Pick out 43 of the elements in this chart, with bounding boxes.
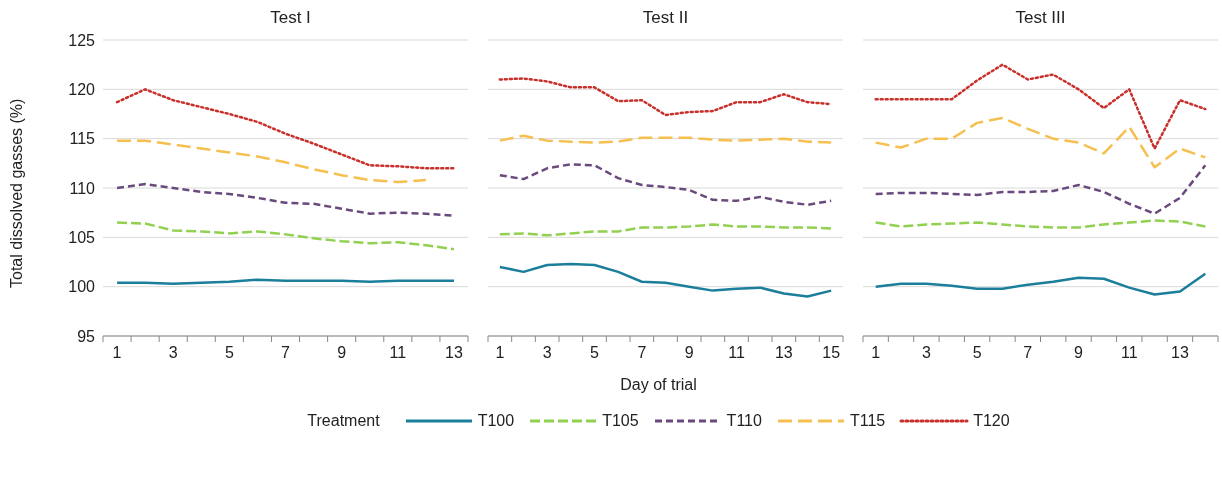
x-tick-label: 9	[684, 344, 694, 361]
legend-label: T115	[849, 412, 886, 430]
legend-label: T105	[602, 412, 639, 430]
x-tick-label: 11	[389, 344, 407, 361]
x-tick-label: 5	[972, 344, 982, 361]
x-tick-label: 1	[495, 344, 505, 361]
x-tick-label: 3	[542, 344, 552, 361]
x-tick-label: 11	[728, 344, 745, 361]
y-tick-label: 95	[77, 327, 96, 345]
line-series	[115, 221, 456, 251]
x-tick-label: 5	[590, 344, 600, 361]
x-tick-label: 1	[871, 344, 881, 361]
legend-label: T120	[973, 412, 1010, 430]
y-tick-label: 100	[68, 278, 96, 296]
x-tick-label: 9	[1074, 344, 1084, 361]
line-series	[115, 139, 428, 184]
y-tick-label: 120	[68, 81, 96, 99]
x-tick-label: 7	[637, 344, 647, 361]
x-tick-label: 9	[337, 344, 347, 361]
x-tick-label: 11	[1120, 344, 1138, 361]
y-tick-label: 105	[68, 229, 96, 247]
chart-title: Test II	[641, 8, 690, 29]
legend-label: T100	[477, 412, 515, 430]
y-tick-label: 115	[69, 130, 96, 148]
x-tick-label: 13	[1171, 344, 1189, 361]
legend-title: Treatment	[307, 412, 380, 430]
line-series	[115, 88, 456, 170]
x-tick-label: 3	[168, 344, 178, 361]
y-tick-label: 125	[68, 31, 96, 49]
x-tick-label: 7	[281, 344, 291, 361]
chart-title: Test I	[269, 8, 312, 29]
y-tick-label: 110	[69, 179, 96, 197]
legend-label: T110	[726, 412, 762, 430]
x-tick-label: 5	[224, 344, 234, 361]
x-tick-label: 3	[921, 344, 931, 361]
x-tick-label: 15	[822, 344, 841, 361]
x-tick-label: 13	[445, 344, 463, 361]
chart-title: Test III	[1014, 8, 1067, 29]
y-axis-title: Total dissolved gasses (%)	[7, 98, 25, 288]
x-tick-label: 13	[774, 344, 793, 361]
x-tick-label: 1	[112, 344, 122, 361]
x-axis-title: Day of trial	[619, 376, 698, 394]
x-tick-label: 7	[1023, 344, 1033, 361]
